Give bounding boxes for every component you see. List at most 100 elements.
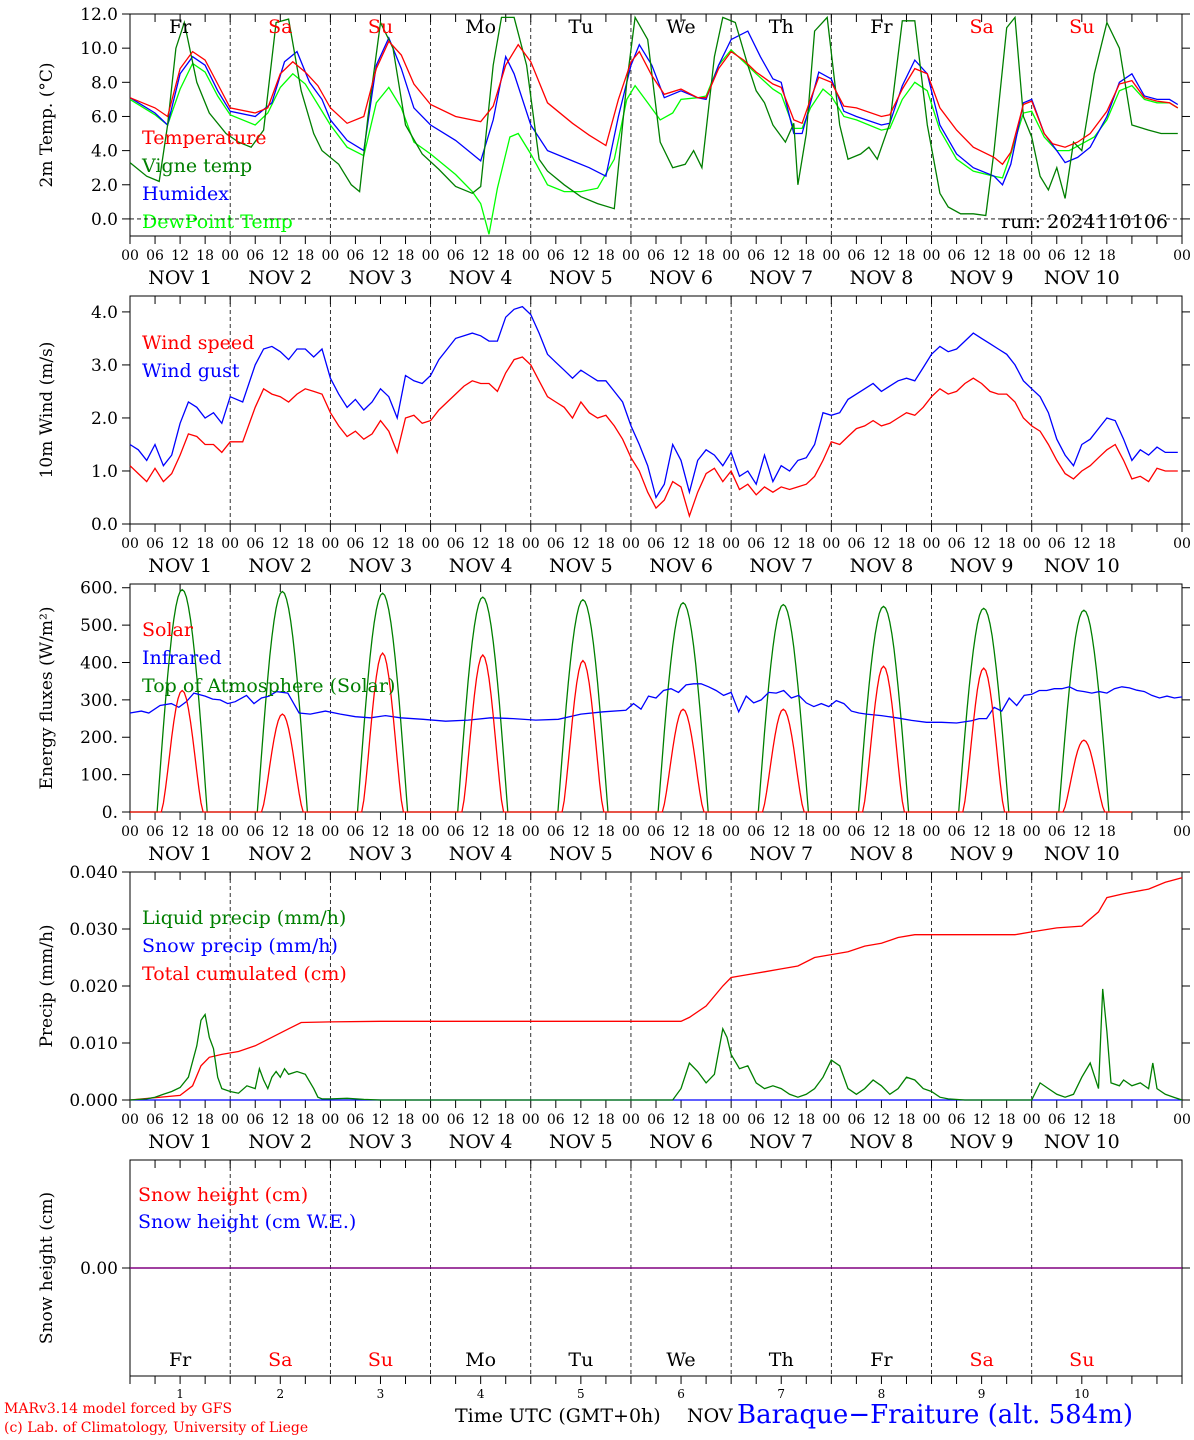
hour-label: 00 [121,824,139,840]
hour-label: 18 [196,536,214,552]
hour-label: 00 [422,1112,440,1128]
hour-label: 00 [722,536,740,552]
hour-label: 18 [898,536,916,552]
hour-label: 18 [196,248,214,264]
hour-label: 18 [797,824,815,840]
legend-label: Vigne temp [141,155,252,177]
weekday-label-top: Su [1069,16,1094,38]
hour-label: 12 [372,1112,390,1128]
hour-label: 00 [622,824,640,840]
day-label: NOV 4 [449,1131,513,1153]
date-number-label: 1 [176,1387,184,1401]
hour-label: 06 [847,824,865,840]
hour-label: 18 [397,1112,415,1128]
hour-label: 12 [672,1112,690,1128]
day-label: NOV 9 [950,843,1014,865]
hour-label: 18 [898,1112,916,1128]
y-tick-label: 400. [80,653,118,673]
day-label: NOV 1 [148,267,212,289]
hour-label: 00 [622,248,640,264]
hour-label: 06 [747,536,765,552]
legend-label: DewPoint Temp [142,211,293,233]
hour-label: 12 [572,536,590,552]
day-label: NOV 5 [549,1131,613,1153]
day-label: NOV 3 [349,555,413,577]
hour-label: 18 [998,536,1016,552]
hour-label: 12 [873,248,891,264]
day-label: NOV 4 [449,267,513,289]
y-tick-label: 1.0 [91,462,118,482]
hour-label: 00 [822,536,840,552]
y-tick-label: 600. [80,579,118,599]
date-number-label: 8 [878,1387,886,1401]
hour-label: 06 [647,248,665,264]
hour-label: 12 [271,248,289,264]
hour-label: 00 [822,248,840,264]
hour-label: 18 [697,536,715,552]
weekday-label-top: We [666,16,695,38]
hour-label: 00 [1023,536,1041,552]
hour-label: 06 [948,824,966,840]
panel-temperature: 12.0 10.0 8.0 6.0 4.0 2.0 0.0 2m Temp. (°C) 00 06… [37,5,1191,289]
hour-label: 00 [422,824,440,840]
hour-label: 18 [797,536,815,552]
day-label: NOV 1 [148,843,212,865]
hour-label: 00 [722,1112,740,1128]
hour-label: 18 [898,824,916,840]
legend-label: Humidex [142,183,229,205]
y-axis-title: Energy fluxes (W/m²) [37,607,57,790]
weekday-label-bottom: Mo [465,1349,496,1371]
hour-label: 18 [998,1112,1016,1128]
hour-label: 18 [597,536,615,552]
hour-label: 06 [747,248,765,264]
date-number-label: 4 [477,1387,485,1401]
weekday-label-bottom: Tu [568,1349,593,1371]
hour-label: 06 [447,536,465,552]
hour-label: 00 [522,248,540,264]
hour-label: 00 [221,1112,239,1128]
date-number-label: 9 [978,1387,986,1401]
legend-label: Wind speed [142,332,254,354]
hour-label: 18 [998,248,1016,264]
hour-label: 06 [447,248,465,264]
hour-label: 12 [772,536,790,552]
hour-label: 12 [672,536,690,552]
hour-label: 18 [1098,536,1116,552]
hour-label: 18 [697,248,715,264]
hour-label: 18 [296,824,314,840]
legend-label: Snow height (cm W.E.) [138,1211,356,1233]
hour-label: 18 [797,248,815,264]
y-tick-label: 0.00 [80,1259,118,1279]
series-line-wind-speed [129,356,1178,519]
day-label: NOV 8 [850,843,914,865]
day-label: NOV 7 [749,267,813,289]
hour-label: 06 [847,248,865,264]
hour-label: 12 [572,248,590,264]
y-axis-title: 2m Temp. (°C) [37,62,57,187]
hour-label: 00 [923,824,941,840]
hour-label: 00 [822,824,840,840]
weekday-label-top: Fr [870,16,893,38]
day-label: NOV 3 [349,267,413,289]
hour-label: 06 [547,824,565,840]
day-label: NOV 2 [248,267,312,289]
hour-label: 00 [923,248,941,264]
series-line-infrared [129,683,1183,724]
plot-frame [129,295,1183,525]
hour-label: 06 [747,1112,765,1128]
hour-label: 12 [672,824,690,840]
hour-label: 18 [296,536,314,552]
hour-label: 06 [447,1112,465,1128]
hour-label: 00 [1023,248,1041,264]
hour-label: 00 [221,536,239,552]
hour-label: 18 [797,1112,815,1128]
hour-label: 00 [923,536,941,552]
hour-label: 12 [372,536,390,552]
hour-label: 06 [246,536,264,552]
day-label: NOV 8 [850,555,914,577]
hour-label: 06 [347,536,365,552]
hour-label: 06 [146,1112,164,1128]
day-label: NOV 7 [749,1131,813,1153]
day-label: NOV 10 [1044,843,1120,865]
hour-label: 06 [847,1112,865,1128]
